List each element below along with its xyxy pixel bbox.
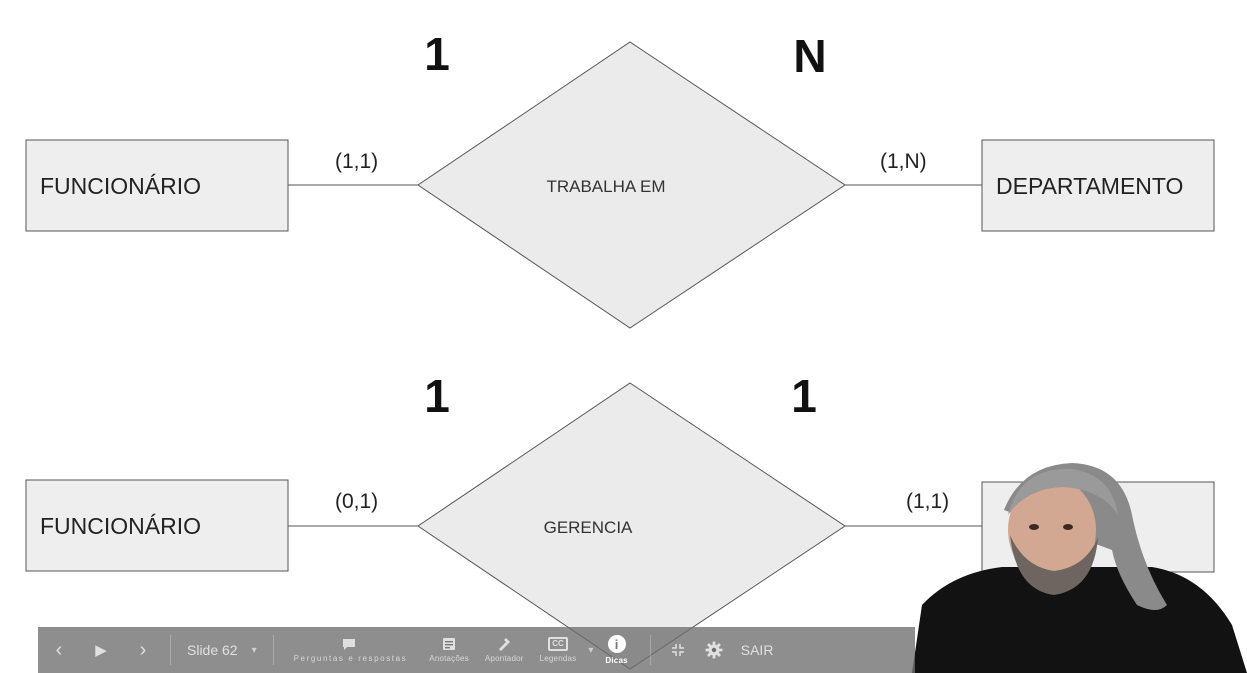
qa-button[interactable]: Perguntas e respostas	[280, 627, 422, 673]
cardinality-right-top: N	[793, 30, 826, 82]
chevron-down-icon: ▾	[251, 644, 257, 656]
gear-icon	[705, 641, 723, 659]
previous-slide-button[interactable]: ‹	[38, 627, 80, 673]
play-button[interactable]: ▶	[80, 627, 122, 673]
participation-right-bottom: (1,1)	[906, 490, 949, 513]
next-slide-button[interactable]: ›	[122, 627, 164, 673]
notes-icon	[443, 638, 456, 650]
relationship-label-top: TRABALHA EM	[546, 177, 665, 196]
tips-label: Dicas	[605, 656, 628, 665]
pointer-label: Apontador	[484, 654, 524, 663]
presentation-toolbar: ‹ ▶ › Slide 62 ▾ Perguntas e respostas A…	[38, 627, 915, 673]
chevron-left-icon: ‹	[55, 638, 63, 661]
slide-number-label: Slide 62	[187, 642, 238, 658]
participation-left-top: (1,1)	[335, 150, 378, 173]
cardinality-right-bottom: 1	[791, 370, 817, 422]
entity-box-funcionario-bottom	[25, 479, 289, 572]
entity-label-funcionario-bottom: FUNCIONÁRIO	[40, 513, 201, 539]
exit-label: SAIR	[740, 642, 774, 658]
cardinality-left-bottom: 1	[424, 370, 450, 422]
notes-button[interactable]: Anotações	[421, 627, 477, 673]
cardinality-left-top: 1	[424, 28, 450, 80]
laser-pointer-icon	[499, 638, 511, 651]
participation-left-bottom: (0,1)	[335, 490, 378, 513]
entity-box-departamento-top	[981, 139, 1215, 232]
entity-label-funcionario-top: FUNCIONÁRIO	[40, 173, 201, 199]
play-icon: ▶	[95, 642, 107, 659]
toolbar-divider	[649, 635, 651, 665]
presenter-webcam	[912, 455, 1247, 673]
chevron-right-icon: ›	[139, 638, 147, 661]
entity-label-departamento-top: DEPARTAMENTO	[996, 173, 1183, 199]
chat-bubble-icon	[343, 638, 356, 650]
chevron-down-icon: ▾	[588, 644, 594, 656]
closed-captions-icon: CC	[548, 637, 568, 651]
info-icon: i	[607, 635, 626, 653]
settings-button[interactable]	[699, 627, 729, 673]
relationship-diamond-top	[417, 41, 846, 329]
presenter-video	[912, 463, 1247, 673]
exit-fullscreen-icon	[671, 644, 684, 656]
captions-dropdown-button[interactable]: ▾	[584, 627, 597, 673]
exit-button[interactable]: SAIR	[729, 627, 786, 673]
participation-right-top: (1,N)	[880, 150, 927, 173]
slide-selector[interactable]: Slide 62 ▾	[177, 627, 267, 673]
notes-label: Anotações	[429, 654, 469, 663]
tips-button[interactable]: i Dicas	[597, 627, 635, 673]
captions-label: Legendas	[539, 654, 577, 663]
toolbar-divider	[272, 635, 274, 665]
toolbar-divider	[170, 635, 171, 665]
exit-fullscreen-button[interactable]	[657, 627, 699, 673]
pointer-button[interactable]: Apontador	[477, 627, 532, 673]
relationship-label-bottom: GERENCIA	[544, 518, 633, 537]
captions-button[interactable]: CC Legendas	[532, 627, 585, 673]
relationship-group-top: 1 N FUNCIONÁRIO (1,1) TRABALHA EM (1,N) …	[25, 28, 1215, 329]
qa-label: Perguntas e respostas	[293, 653, 408, 663]
entity-box-funcionario-top	[25, 139, 289, 232]
